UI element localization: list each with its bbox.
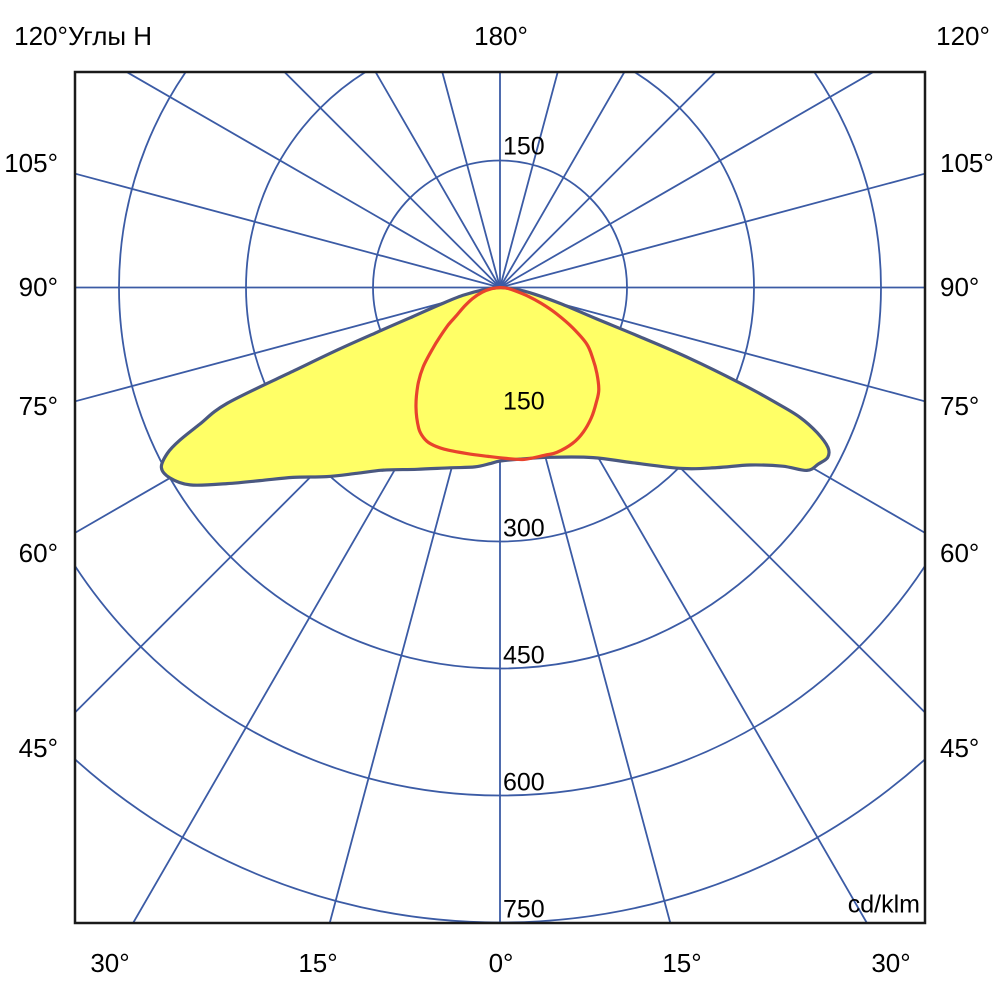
radial-grid-line	[499, 286, 925, 403]
unit-label: cd/klm	[847, 890, 920, 919]
h-angle-label-top: 180°	[474, 21, 528, 51]
yellow-filled-curve	[159, 285, 831, 487]
h-angle-label-right: 60°	[940, 538, 980, 568]
radial-grid-line	[499, 172, 925, 289]
h-angle-label-left: 75°	[18, 391, 58, 421]
radial-grid-line	[75, 172, 501, 289]
radial-tick-label: 300	[503, 514, 545, 542]
radial-grid-line	[499, 287, 868, 923]
v-angle-label-bottom: 30°	[871, 948, 911, 978]
h-angle-label-top: 120°	[14, 21, 68, 51]
radial-grid-line	[374, 72, 501, 288]
radial-tick-label: 750	[503, 895, 545, 923]
h-angle-label-right: 90°	[940, 272, 980, 302]
v-angle-label-bottom: 15°	[298, 948, 338, 978]
radial-grid-line	[499, 287, 672, 923]
radial-grid-line	[75, 286, 501, 403]
radial-tick-label: 450	[503, 641, 545, 669]
radial-grid-line	[499, 72, 626, 288]
chart-title: Углы H	[67, 21, 153, 51]
radial-grid-line	[124, 72, 501, 289]
radial-grid-line	[441, 72, 501, 288]
radial-grid-line	[283, 72, 501, 289]
h-angle-label-right: 105°	[940, 148, 994, 178]
radial-tick-label: 600	[503, 768, 545, 796]
v-angle-label-bottom: 15°	[662, 948, 702, 978]
red-curve	[414, 285, 601, 462]
h-angle-label-left: 90°	[18, 272, 58, 302]
radial-grid-line	[328, 287, 501, 923]
v-angle-label-bottom: 30°	[90, 948, 130, 978]
h-angle-label-left: 105°	[4, 148, 58, 178]
h-angle-label-right: 45°	[940, 733, 980, 763]
h-angle-label-right: 75°	[940, 391, 980, 421]
radial-tick-label: 150	[503, 387, 545, 415]
radial-grid-line	[499, 72, 559, 288]
radial-grid-line	[499, 72, 876, 289]
h-angle-label-left: 45°	[18, 733, 58, 763]
h-angle-label-left: 60°	[18, 538, 58, 568]
plot-border	[73, 70, 927, 925]
radial-grid-line	[132, 287, 501, 923]
radial-tick-label: 150	[503, 132, 545, 160]
h-angle-label-top: 120°	[936, 21, 990, 51]
v-angle-label-bottom: 0°	[488, 948, 514, 978]
radial-grid-line	[499, 72, 717, 289]
